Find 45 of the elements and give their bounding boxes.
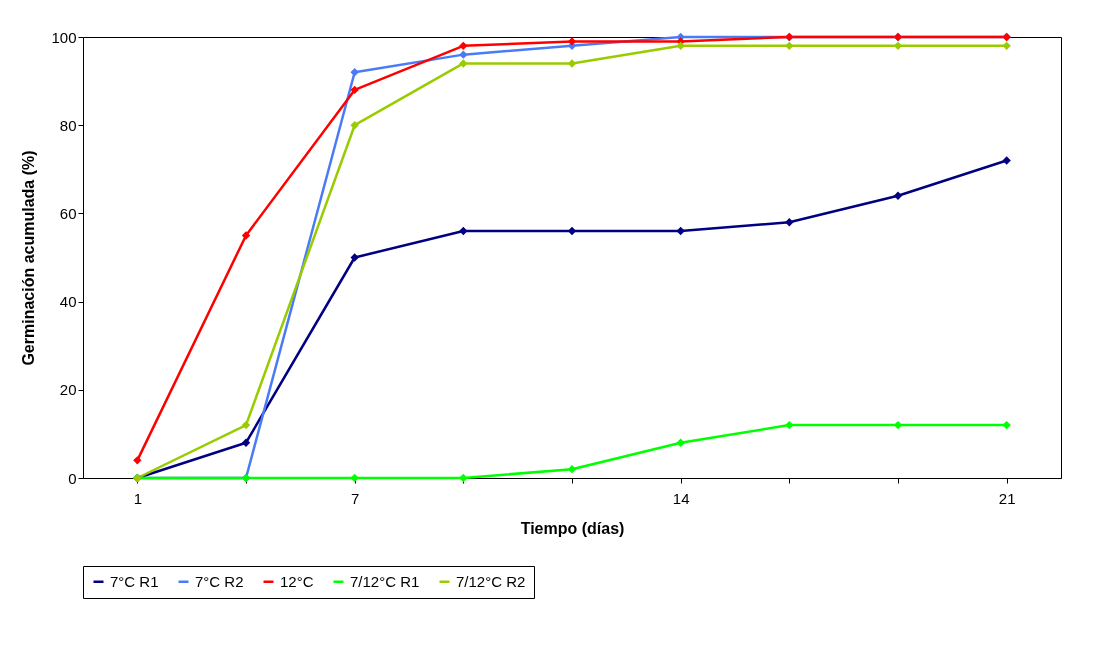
y-tick-label: 0 (68, 469, 77, 487)
y-tick-label: 80 (59, 116, 77, 134)
point (350, 253, 359, 262)
point (459, 50, 468, 59)
legend-label: 7°C R1 (110, 572, 159, 590)
y-tick-label: 100 (51, 28, 77, 46)
y-axis-title: Germinación acumulada (%) (20, 150, 38, 366)
point (1002, 156, 1011, 165)
y-tick-label: 20 (59, 381, 77, 399)
point (350, 121, 359, 130)
x-tick-label: 1 (133, 489, 143, 507)
point (785, 420, 794, 430)
legend-label: 7/12°C R2 (456, 572, 526, 590)
x-tick-label: 21 (998, 489, 1016, 507)
point (676, 41, 685, 50)
point (350, 68, 359, 77)
point (350, 85, 359, 95)
y-tick-label: 60 (59, 204, 77, 222)
point (676, 226, 685, 236)
legend-label: 7/12°C R1 (350, 572, 420, 590)
point (785, 41, 794, 50)
point (1002, 420, 1011, 430)
point (350, 473, 359, 483)
legend-label: 7°C R2 (195, 572, 244, 590)
point (459, 41, 468, 50)
point (893, 41, 903, 50)
point (133, 456, 142, 465)
point (893, 191, 903, 200)
x-tick-label: 14 (672, 489, 690, 507)
point (785, 218, 794, 227)
point (241, 231, 251, 240)
point (241, 420, 251, 430)
point (676, 438, 685, 447)
point (567, 37, 577, 46)
point (567, 59, 577, 68)
point (1002, 41, 1011, 50)
point (459, 59, 468, 68)
point (241, 438, 251, 447)
point (459, 226, 468, 236)
x-axis-title: Tiempo (días) (520, 519, 625, 537)
x-tick-label: 7 (350, 489, 360, 507)
point (459, 473, 468, 483)
point (567, 465, 577, 474)
legend-label: 12°C (280, 572, 314, 590)
y-tick-label: 40 (59, 293, 77, 311)
